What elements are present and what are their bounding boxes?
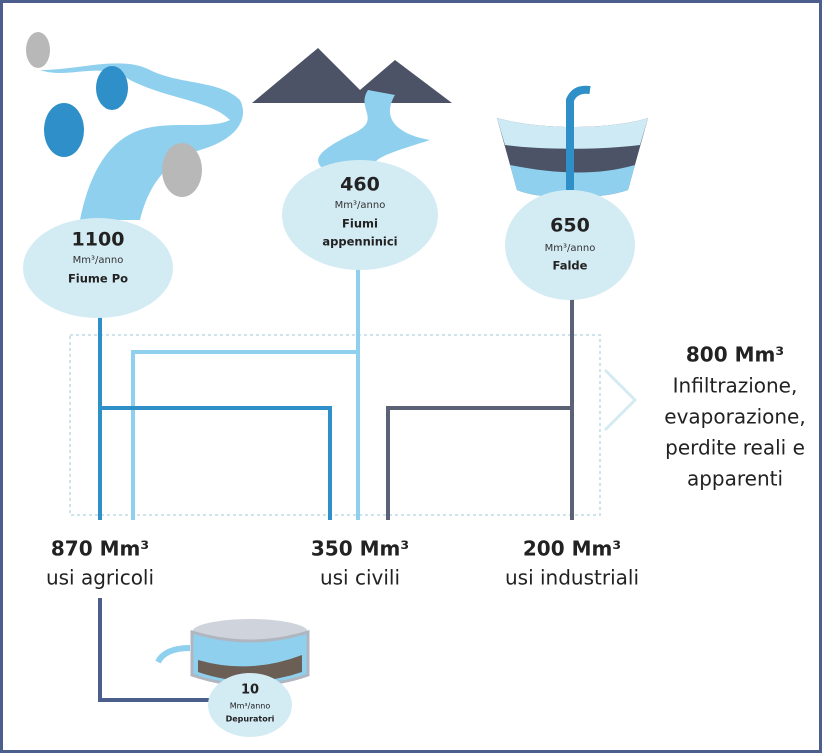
- treatment-unit: Mm³/anno: [230, 702, 271, 711]
- use-value: 870 Mm³: [51, 537, 149, 561]
- use-value: 350 Mm³: [311, 537, 409, 561]
- loss-value: 800 Mm³: [686, 343, 784, 367]
- loss-line: perdite reali e: [665, 436, 805, 460]
- use-label: usi agricoli: [46, 566, 154, 590]
- loss-line: evaporazione,: [664, 405, 805, 429]
- tree: [162, 143, 202, 197]
- source-name: Falde: [553, 259, 588, 273]
- source-unit: Mm³/anno: [73, 255, 124, 266]
- source-value: 460: [340, 174, 380, 196]
- tree: [44, 103, 84, 157]
- loss-line: Infiltrazione,: [673, 374, 798, 398]
- source-name: Fiume Po: [68, 272, 128, 286]
- tree: [96, 66, 128, 110]
- diagram: 1100 Mm³/anno Fiume Po 460 Mm³/anno Fium…: [0, 0, 822, 753]
- loss-line: apparenti: [687, 467, 783, 491]
- use-label: usi industriali: [505, 566, 639, 590]
- source-name: appenninici: [322, 235, 397, 249]
- source-unit: Mm³/anno: [545, 243, 596, 254]
- source-name: Fiumi: [342, 217, 378, 231]
- source-value: 650: [550, 215, 590, 237]
- tree: [26, 32, 50, 68]
- use-value: 200 Mm³: [523, 537, 621, 561]
- treatment-name: Depuratori: [226, 715, 275, 724]
- treatment-value: 10: [241, 683, 259, 698]
- use-label: usi civili: [320, 566, 400, 590]
- source-unit: Mm³/anno: [335, 200, 386, 211]
- source-value: 1100: [72, 229, 125, 251]
